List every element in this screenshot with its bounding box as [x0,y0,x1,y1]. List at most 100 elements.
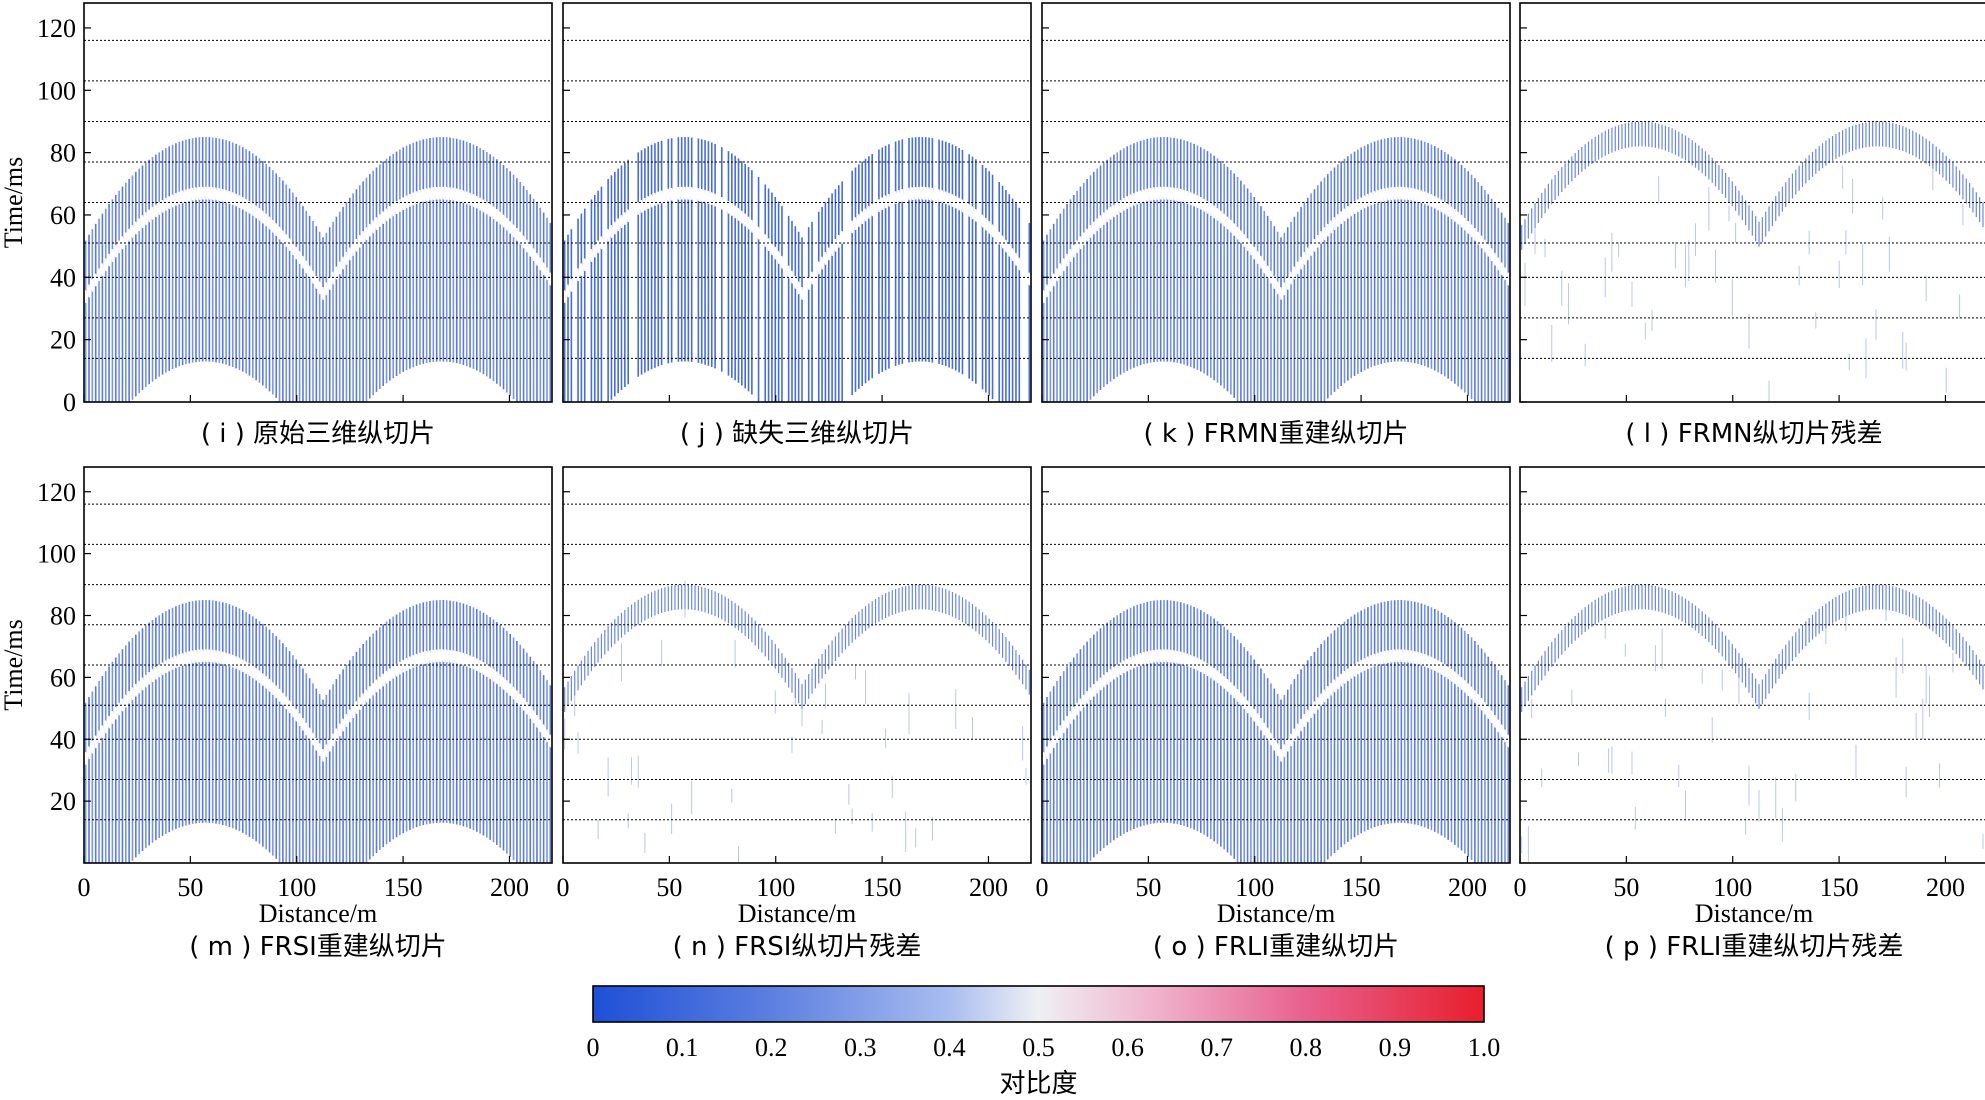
trace-gap [317,743,323,757]
trace-gap [1087,687,1093,701]
trace-gap [477,660,483,673]
trace-gap [1489,710,1495,724]
trace-gap [136,218,142,232]
trace-gap [766,238,772,252]
trace-gap [1325,223,1331,237]
trace-gap [1138,652,1144,666]
trace-gap [1057,263,1063,277]
trace-gap [193,187,199,201]
y-axis-title: Time/ms [0,157,28,249]
trace-gap [394,663,400,677]
trace-gap [106,715,112,729]
trace-gap [427,187,433,201]
trace-gap [156,202,162,215]
panel-traces [1041,600,1511,863]
trace-gap [1191,656,1197,669]
trace-gap [143,674,149,688]
y-tick-label: 80 [50,139,76,168]
trace-gap [1077,698,1083,712]
trace-gap [1365,656,1371,670]
trace-gap [176,654,182,667]
trace-gap [1428,656,1434,670]
trace-gap [1325,686,1331,699]
trace-gap [1158,649,1164,663]
trace-gap [407,656,413,670]
x-tick-label: 0 [557,873,570,902]
trace-gap [1265,727,1271,741]
trace-gap [1489,248,1495,262]
trace-gap [685,186,691,200]
trace-gap [497,674,503,687]
trace-gap [1408,187,1414,201]
panel-traces [564,580,1030,863]
trace-gap [1141,651,1147,665]
trace-gap [106,253,112,267]
trace-gap [689,187,695,201]
trace-gap [340,256,346,270]
trace-gap [1258,717,1264,731]
trace-gap [1148,187,1154,201]
trace-gap [702,189,708,203]
trace-gap [1395,186,1401,200]
trace-gap [675,186,681,200]
trace-gap [143,212,149,226]
trace-gap [400,197,406,211]
trace-gap [1392,186,1398,200]
trace-gap [374,679,379,693]
trace-gap [1144,188,1150,202]
trace-gap [705,190,711,204]
trace-gap [223,652,229,666]
trace-gap [89,740,95,754]
trace-gap [1178,651,1184,665]
trace-gap [598,236,604,250]
trace-gap [129,687,135,701]
trace-gap [99,725,105,739]
panel-caption: ( k ) FRMN重建纵切片 [1143,419,1408,449]
trace-gap [404,195,410,209]
panel-frame [1519,466,1985,864]
trace-gap [444,186,450,200]
trace-gap [340,718,346,732]
trace-gap [909,187,915,201]
trace-gap [1171,650,1177,663]
trace-gap [1495,719,1501,733]
trace-gap [1271,737,1277,751]
trace-gap [1342,670,1348,684]
colorbar-fill [592,985,1485,1023]
trace-gap [1332,217,1337,231]
trace-gap [1074,240,1080,254]
trace-gap [454,188,460,202]
trace-gap [1358,197,1364,211]
trace-gap [575,268,581,282]
trace-gap [913,186,919,200]
panel-traces [562,137,1032,402]
trace-gap [507,683,513,697]
trace-gap [1245,700,1251,714]
trace-gap [313,275,319,289]
trace-gap [1435,197,1441,211]
trace-gap [608,224,614,238]
trace-gap [414,191,420,205]
trace-gap [467,655,473,669]
trace-gap [494,208,500,222]
x-tick-label: 100 [1713,873,1752,902]
x-tick-label: 200 [969,873,1008,902]
trace-gap [622,212,628,226]
trace-gap [353,701,359,714]
trace-gap [410,654,416,668]
trace-gap [1278,748,1284,762]
trace-gap [267,216,273,230]
trace-gap [126,228,132,242]
trace-gap [1168,649,1174,663]
trace-gap [226,653,232,667]
trace-gap [427,650,433,664]
trace-gap [1071,244,1077,258]
trace-gap [916,186,922,200]
trace-gap [1151,187,1157,201]
trace-gap [1128,194,1134,208]
trace-gap [501,677,507,690]
trace-gap [1248,242,1254,256]
x-axis-title: Distance/m [259,899,377,928]
trace-gap [615,218,621,232]
panel-caption: ( p ) FRLI重建纵切片残差 [1605,932,1904,962]
